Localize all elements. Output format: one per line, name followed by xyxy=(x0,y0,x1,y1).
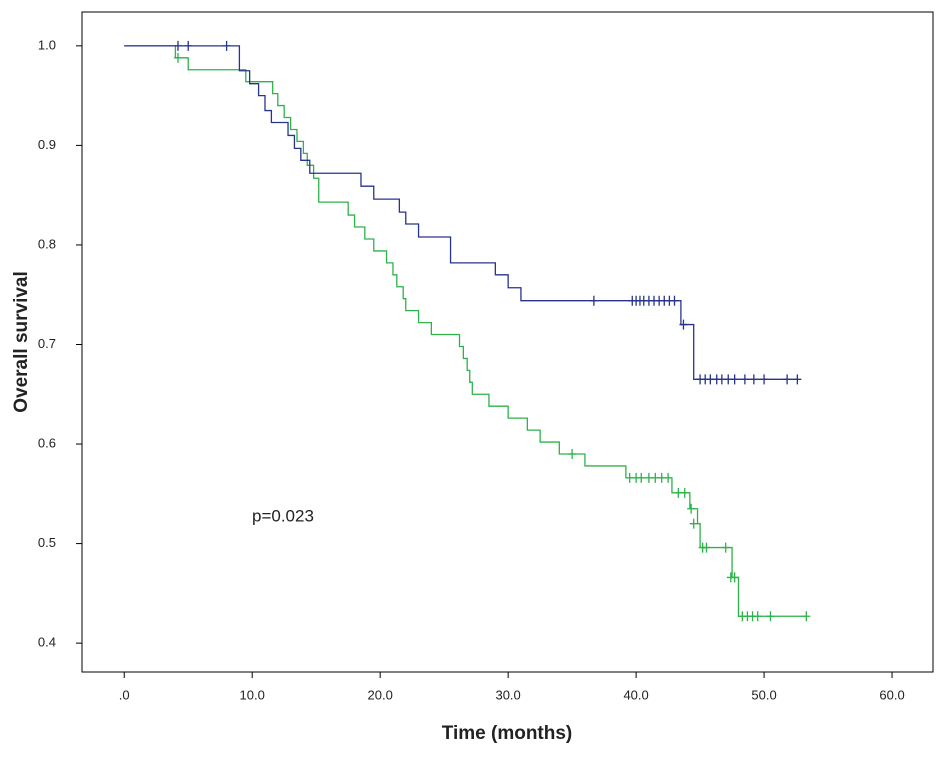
censor-mark xyxy=(687,503,696,514)
y-tick-label: 0.6 xyxy=(38,435,56,450)
y-tick-label: 0.9 xyxy=(38,137,56,152)
censor-mark xyxy=(730,374,739,385)
censor-mark xyxy=(589,295,598,306)
censor-mark xyxy=(730,572,739,583)
survival-curve xyxy=(124,45,798,380)
x-tick-label: 20.0 xyxy=(368,687,393,702)
x-tick-label: .0 xyxy=(119,687,130,702)
censor-mark xyxy=(689,518,698,529)
y-axis-title: Overall survival xyxy=(11,271,32,413)
censor-mark xyxy=(173,52,182,63)
y-tick-label: 0.5 xyxy=(38,535,56,550)
x-axis-title: Time (months) xyxy=(442,723,573,744)
censor-mark xyxy=(222,40,231,51)
censor-mark xyxy=(702,542,711,553)
censor-mark xyxy=(740,374,749,385)
censor-mark xyxy=(760,374,769,385)
y-tick-label: 0.7 xyxy=(38,336,56,351)
censor-mark xyxy=(184,40,193,51)
y-tick-label: 0.4 xyxy=(38,635,56,650)
x-tick-label: 50.0 xyxy=(751,687,776,702)
y-tick-label: 0.8 xyxy=(38,236,56,251)
censor-mark xyxy=(664,472,673,483)
censor-mark xyxy=(680,487,689,498)
x-tick-label: 60.0 xyxy=(879,687,904,702)
censor-mark xyxy=(173,40,182,51)
censor-mark xyxy=(753,611,762,622)
censor-mark xyxy=(670,295,679,306)
x-tick-label: 30.0 xyxy=(495,687,520,702)
censor-mark xyxy=(793,374,802,385)
annotation: p=0.023 xyxy=(252,506,314,525)
censor-mark xyxy=(721,542,730,553)
censor-mark xyxy=(679,319,688,330)
censor-mark xyxy=(637,472,646,483)
x-tick-label: 40.0 xyxy=(623,687,648,702)
censor-mark xyxy=(749,374,758,385)
x-tick-label: 10.0 xyxy=(240,687,265,702)
censor-mark xyxy=(802,611,811,622)
censor-mark xyxy=(766,611,775,622)
survival-curve xyxy=(124,45,807,617)
plot-frame xyxy=(81,11,934,673)
censor-mark xyxy=(783,374,792,385)
censor-mark xyxy=(568,448,577,459)
y-tick-label: 1.0 xyxy=(38,37,56,52)
